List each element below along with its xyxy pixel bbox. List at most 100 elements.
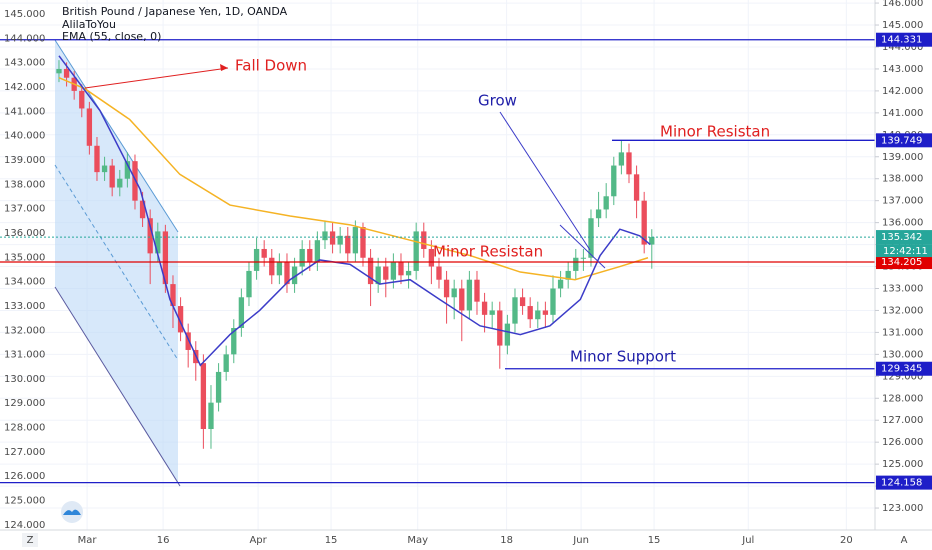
candle-body: [170, 284, 176, 307]
candle-body: [284, 262, 290, 285]
y-tick-label: 142.000: [882, 86, 923, 97]
candle-body: [512, 297, 518, 324]
candle-body: [428, 248, 435, 267]
candle-body: [557, 279, 564, 289]
candle-body: [56, 68, 62, 74]
candle-body: [117, 178, 123, 188]
candle-body: [360, 227, 366, 258]
annotation: Grow: [478, 92, 517, 110]
channel-bottom: [54, 286, 181, 487]
annotation: Minor Support: [570, 348, 676, 366]
candle-body: [535, 310, 541, 320]
candle-body: [618, 152, 625, 166]
candle-body: [329, 231, 336, 245]
x-tick-label: 15: [648, 535, 661, 546]
axes: 123.000 124.000 125.000 126.000 127.000 128.0…: [4, 0, 932, 546]
candle-body: [94, 145, 100, 173]
candle-body: [109, 165, 115, 188]
y2-tick-label: 136.000: [4, 228, 45, 239]
candle-body: [200, 363, 207, 430]
candle-body: [307, 248, 313, 263]
candle-body: [550, 288, 556, 315]
y2-tick-label: 145.000: [4, 9, 45, 20]
candle-body: [588, 218, 594, 258]
candle-body: [527, 306, 533, 320]
scale-button-label: Z: [27, 535, 34, 546]
y2-tick-label: 142.000: [4, 82, 45, 93]
x-tick-label: May: [407, 535, 428, 546]
candle-body: [504, 323, 511, 346]
x-tick-label: 16: [157, 535, 170, 546]
annotation: Minor Resistan: [660, 123, 770, 141]
candle-body: [489, 310, 495, 315]
candle-body: [299, 248, 305, 267]
annotation: Fall Down: [235, 57, 307, 75]
y-tick-label: 131.000: [882, 327, 923, 338]
ema-line: [58, 55, 651, 367]
candle-body: [147, 218, 153, 254]
candle-body: [314, 240, 321, 263]
price-label-box: [876, 255, 932, 270]
candle-body: [367, 257, 374, 285]
price-label-box: [876, 361, 932, 376]
y-tick-label: 146.000: [882, 0, 923, 9]
annotation: Minor Resistan: [433, 243, 543, 261]
price-label-box: [876, 230, 932, 245]
candle-body: [603, 196, 609, 210]
y2-tick-label: 132.000: [4, 325, 45, 336]
candle-body: [132, 161, 138, 201]
author: AlilaToYou: [62, 18, 116, 31]
countdown: 12:42:11: [883, 246, 928, 257]
y2-tick-label: 125.000: [4, 496, 45, 507]
x-tick-label: Jul: [741, 535, 754, 546]
candle-body: [649, 237, 655, 245]
y2-tick-label: 135.000: [4, 252, 45, 263]
candle-body: [580, 257, 587, 259]
candle-body: [352, 227, 359, 254]
candle-body: [542, 310, 549, 315]
scale-button-label: A: [901, 535, 908, 546]
channel-top: [54, 39, 179, 233]
y-tick-label: 139.000: [882, 152, 923, 163]
candle-body: [466, 279, 473, 311]
y2-tick-label: 139.000: [4, 155, 45, 166]
y-tick-label: 145.000: [882, 20, 923, 31]
candle-body: [413, 231, 419, 271]
candle-body: [139, 200, 146, 219]
candle-body: [155, 231, 161, 254]
y2-tick-label: 128.000: [4, 423, 45, 434]
candle-body: [215, 371, 222, 403]
candle-body: [421, 231, 427, 249]
y2-tick-label: 134.000: [4, 277, 45, 288]
price-label-box: [876, 133, 932, 148]
y2-tick-label: 129.000: [4, 398, 45, 409]
candle-body: [390, 262, 397, 280]
y2-tick-label: 126.000: [4, 471, 45, 482]
candle-body: [451, 288, 457, 298]
y-tick-label: 143.000: [882, 64, 923, 75]
y2-tick-label: 137.000: [4, 204, 45, 215]
price-label: 134.205: [881, 257, 922, 268]
candle-body: [291, 266, 298, 285]
y-tick-label: 141.000: [882, 108, 923, 119]
price-label: 129.345: [881, 364, 922, 375]
candle-body: [337, 235, 343, 245]
candle-body: [162, 231, 169, 285]
scale-button[interactable]: [22, 533, 38, 547]
candle-body: [246, 270, 252, 298]
y-tick-label: 129.000: [882, 371, 923, 382]
x-tick-label: Jun: [572, 535, 589, 546]
candle-body: [101, 165, 108, 173]
y2-tick-label: 131.000: [4, 350, 45, 361]
pointer: [499, 111, 591, 251]
y2-tick-label: 127.000: [4, 447, 45, 458]
ema-line: [58, 77, 649, 281]
candle-body: [86, 108, 93, 146]
arrow: [84, 67, 229, 89]
candle-body: [633, 174, 640, 201]
y2-tick-label: 138.000: [4, 179, 45, 190]
candle-body: [208, 402, 214, 430]
plot: Fall Down Grow Minor Resistan Minor Resista…: [0, 39, 875, 484]
y-tick-label: 137.000: [882, 196, 923, 207]
